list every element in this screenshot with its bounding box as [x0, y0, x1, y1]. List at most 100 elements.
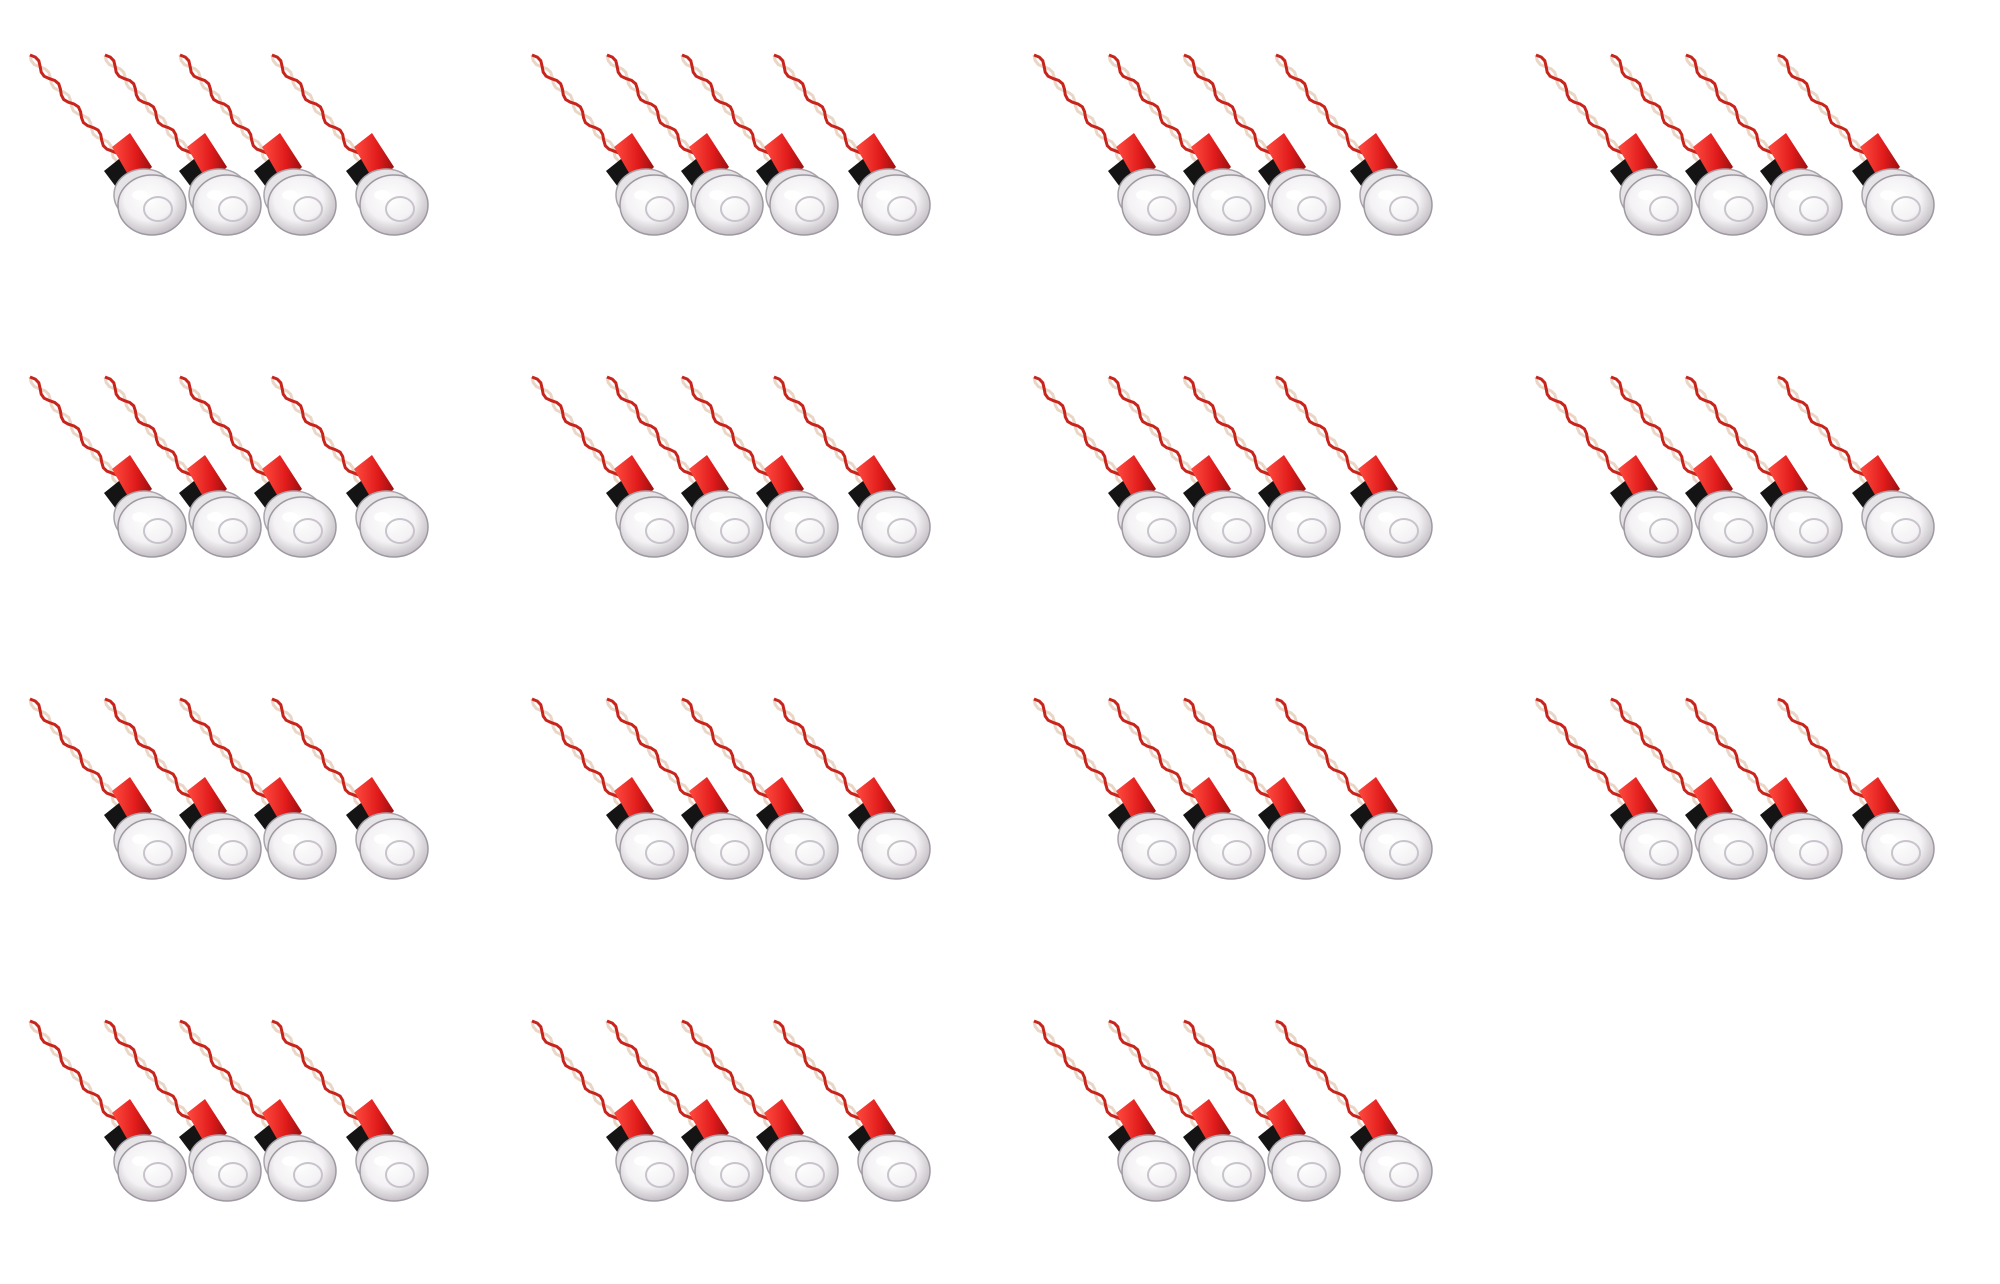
- led-lens: [619, 496, 689, 558]
- led-reflector: [887, 1162, 917, 1188]
- wire-red: [179, 53, 274, 164]
- wire-red: [1275, 697, 1370, 808]
- led-light: [1182, 1019, 1341, 1202]
- led-group-graphic: [1534, 697, 1935, 880]
- led-light: [178, 375, 337, 558]
- lens-highlight: [784, 512, 800, 522]
- led-reflector: [887, 196, 917, 222]
- lens-highlight: [1286, 1156, 1302, 1166]
- led-light: [680, 375, 839, 558]
- led-reflector: [1147, 840, 1177, 866]
- wire-red: [773, 53, 868, 164]
- wire-red: [1610, 697, 1705, 808]
- led-light: [1274, 53, 1433, 236]
- led-lens: [1623, 174, 1693, 236]
- wire-white: [1274, 698, 1369, 809]
- led-lens: [1271, 1140, 1341, 1202]
- lens-highlight: [374, 190, 390, 200]
- led-lens: [861, 818, 931, 880]
- led-lens: [694, 1140, 764, 1202]
- lens-highlight: [1638, 834, 1654, 844]
- wire-white: [1274, 376, 1369, 487]
- wire-white: [1107, 1020, 1202, 1131]
- wire-white: [680, 698, 775, 809]
- led-reflector: [1724, 518, 1754, 544]
- led-light: [530, 53, 689, 236]
- wire-white: [1534, 698, 1629, 809]
- led-reflector: [1297, 518, 1327, 544]
- lens-highlight: [282, 190, 298, 200]
- led-reflector: [293, 1162, 323, 1188]
- lens-highlight: [784, 190, 800, 200]
- led-reflector: [1147, 1162, 1177, 1188]
- led-group-graphic: [28, 375, 429, 558]
- wire-white: [103, 698, 198, 809]
- wire-white: [1684, 376, 1779, 487]
- led-reflector: [218, 1162, 248, 1188]
- wire-white: [1032, 376, 1127, 487]
- wire-white: [1776, 698, 1871, 809]
- led-group-graphic: [530, 375, 931, 558]
- led-light: [1274, 375, 1433, 558]
- led-light: [270, 1019, 429, 1202]
- led-light: [1032, 53, 1191, 236]
- led-lens: [1865, 818, 1935, 880]
- wire-white: [1776, 54, 1871, 165]
- led-group-graphic: [28, 53, 429, 236]
- lens-highlight: [709, 512, 725, 522]
- led-group: [512, 689, 992, 909]
- lens-highlight: [1136, 834, 1152, 844]
- led-reflector: [385, 840, 415, 866]
- led-light: [605, 375, 764, 558]
- led-reflector: [1222, 1162, 1252, 1188]
- wire-red: [773, 697, 868, 808]
- led-light: [1776, 375, 1935, 558]
- lens-highlight: [1211, 834, 1227, 844]
- wire-white: [1182, 1020, 1277, 1131]
- led-lens: [1363, 818, 1433, 880]
- led-light: [1609, 375, 1768, 558]
- led-light: [1182, 375, 1341, 558]
- wire-white: [178, 1020, 273, 1131]
- led-reflector: [1649, 196, 1679, 222]
- wire-white: [1684, 698, 1779, 809]
- led-lens: [861, 496, 931, 558]
- led-reflector: [645, 518, 675, 544]
- led-light: [1534, 375, 1693, 558]
- led-lens: [1271, 174, 1341, 236]
- wire-white: [1032, 54, 1127, 165]
- lens-highlight: [282, 834, 298, 844]
- lens-highlight: [1880, 834, 1896, 844]
- led-light: [680, 53, 839, 236]
- lens-highlight: [1211, 512, 1227, 522]
- wire-red: [1108, 697, 1203, 808]
- wire-white: [1609, 54, 1704, 165]
- led-group-graphic: [1032, 53, 1433, 236]
- lens-highlight: [1286, 190, 1302, 200]
- led-group-graphic: [530, 697, 931, 880]
- led-reflector: [218, 518, 248, 544]
- wire-white: [605, 54, 700, 165]
- led-group-graphic: [28, 697, 429, 880]
- lens-highlight: [207, 190, 223, 200]
- led-lens: [1773, 818, 1843, 880]
- wire-white: [1534, 54, 1629, 165]
- led-light: [103, 1019, 262, 1202]
- led-light: [1776, 53, 1935, 236]
- led-lens: [117, 1140, 187, 1202]
- lens-highlight: [282, 512, 298, 522]
- led-light: [1534, 53, 1693, 236]
- led-lens: [619, 174, 689, 236]
- led-lens: [359, 1140, 429, 1202]
- led-light: [1609, 697, 1768, 880]
- wire-white: [1274, 54, 1369, 165]
- led-lens: [1773, 174, 1843, 236]
- led-lens: [1698, 174, 1768, 236]
- lens-highlight: [709, 1156, 725, 1166]
- lens-highlight: [1136, 512, 1152, 522]
- led-reflector: [1222, 196, 1252, 222]
- lens-highlight: [1713, 190, 1729, 200]
- wire-red: [531, 697, 626, 808]
- led-light: [1107, 697, 1266, 880]
- led-light: [1182, 53, 1341, 236]
